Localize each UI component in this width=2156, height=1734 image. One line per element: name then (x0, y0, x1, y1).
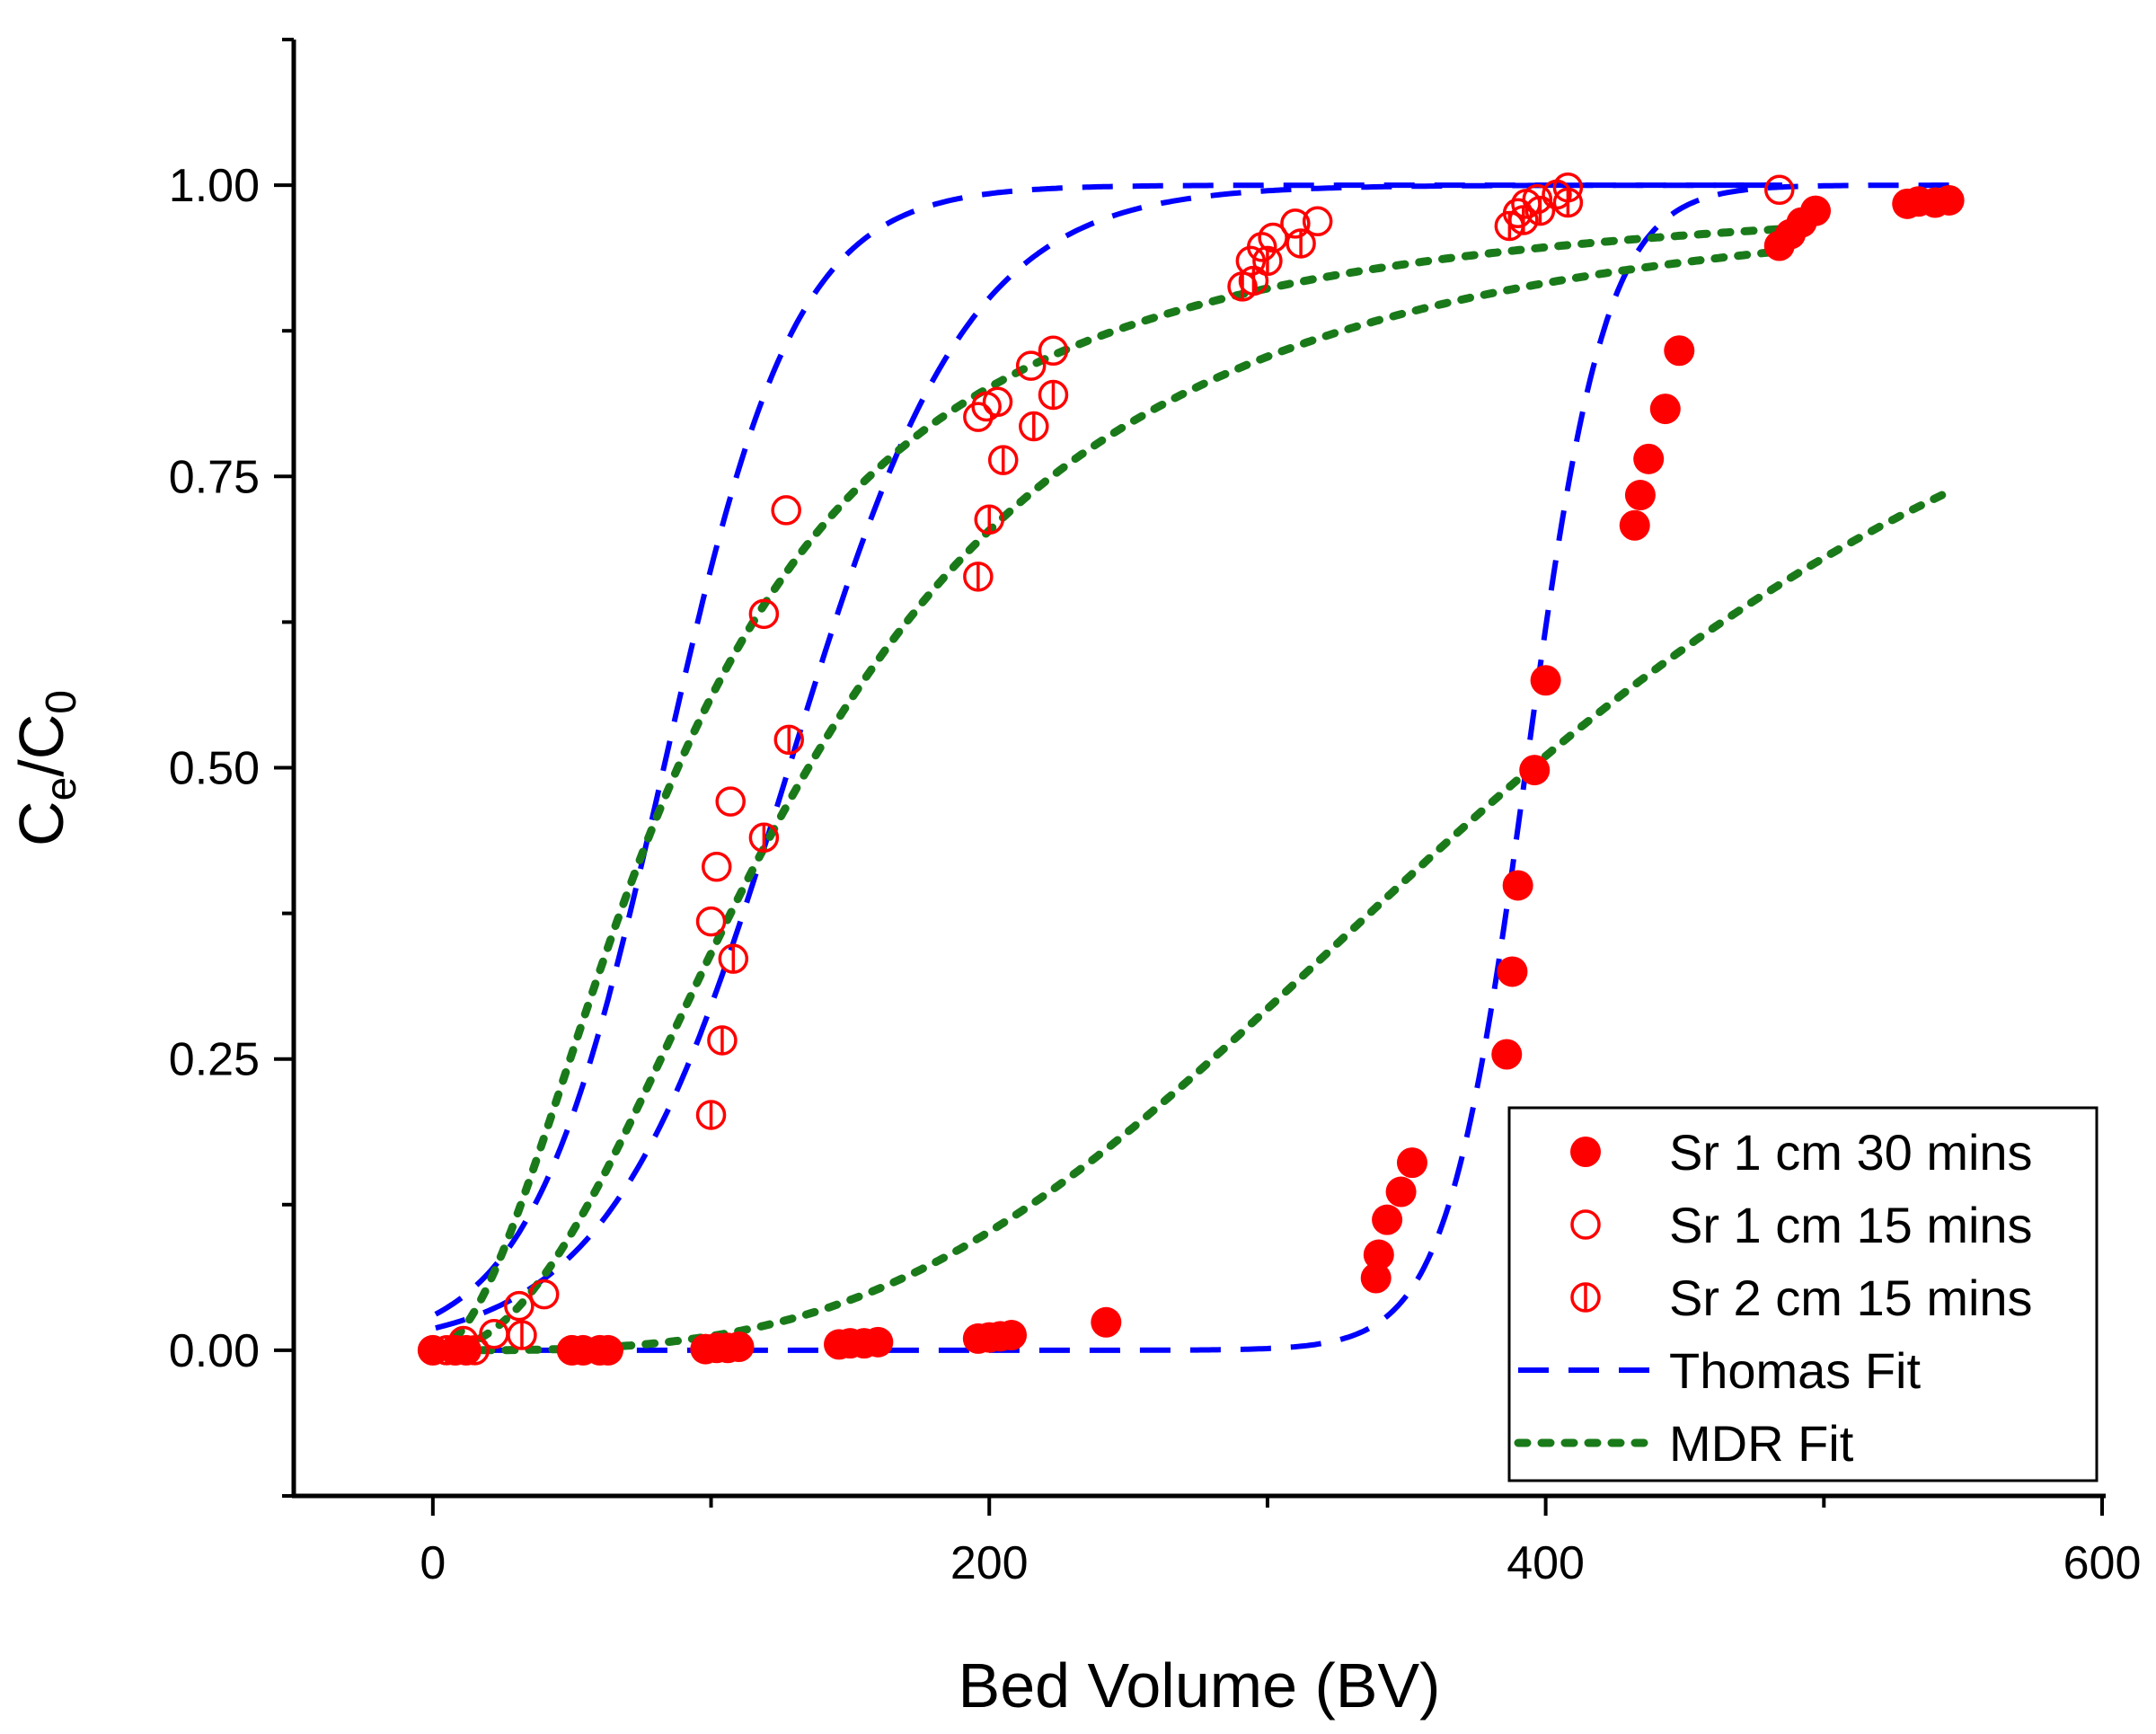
point-sr-1cm-30min (1649, 394, 1681, 425)
point-sr-1cm-15min (748, 598, 780, 630)
y-tick-label: 1.00 (169, 160, 260, 212)
point-sr-1cm-15min (1038, 335, 1069, 366)
point-sr-2cm-15min (1038, 379, 1069, 411)
point-sr-2cm-15min (707, 1025, 738, 1056)
point-sr-2cm-15min (507, 1320, 537, 1350)
legend-label-sr-1-cm-30-mins: Sr 1 cm 30 mins (1669, 1124, 2033, 1181)
point-sr-1cm-15min (771, 495, 801, 526)
fit-curves (431, 182, 1954, 1355)
point-sr-1cm-15min (1246, 232, 1277, 262)
point-sr-1cm-15min (963, 402, 994, 432)
point-sr-1cm-15min (1302, 206, 1333, 237)
y-axis-ticks: 0.00 0.25 0.50 0.75 1.00 (169, 38, 294, 1498)
point-sr-1cm-30min (1933, 184, 1965, 216)
point-sr-2cm-15min (1252, 245, 1283, 277)
point-sr-1cm-30min (1396, 1147, 1427, 1179)
point-sr-1cm-30min (451, 1334, 482, 1366)
point-sr-2cm-15min (963, 562, 994, 592)
point-sr-2cm-15min (1286, 228, 1316, 259)
point-sr-1cm-30min (862, 1326, 894, 1358)
point-sr-1cm-30min (1519, 755, 1551, 786)
legend-label-sr-1-cm-15-mins: Sr 1 cm 15 mins (1669, 1197, 2033, 1253)
mdr-fit-curve (431, 487, 1954, 1355)
point-sr-1cm-30min (417, 1334, 448, 1366)
point-sr-1cm-30min (1633, 443, 1665, 474)
point-sr-1cm-15min (528, 1278, 560, 1310)
point-sr-2cm-15min (695, 1100, 727, 1130)
point-sr-1cm-30min (1502, 870, 1533, 901)
point-sr-2cm-15min (773, 724, 805, 756)
point-sr-1cm-30min (1619, 509, 1650, 541)
y-tick-label: 0.25 (169, 1034, 260, 1086)
point-sr-1cm-30min (1491, 1039, 1523, 1070)
legend-entries: Sr 1 cm 30 mins Sr 1 cm 15 mins Sr 2 cm 15… (1514, 1124, 2033, 1472)
x-axis-title: Bed Volume (BV) (959, 1650, 1441, 1721)
thomas-fit-curve (434, 182, 1782, 1317)
point-sr-1cm-15min (1258, 222, 1288, 253)
point-sr-1cm-15min (695, 906, 727, 937)
point-sr-2cm-15min (1508, 205, 1539, 235)
legend-frame (1507, 1106, 2099, 1482)
point-sr-2cm-15min (1238, 265, 1269, 296)
x-tick-label: 600 (2063, 1537, 2142, 1589)
legend-swatch-sr-2-cm-15-mins (1570, 1282, 1601, 1313)
point-sr-1cm-30min (1624, 480, 1656, 511)
point-sr-2cm-15min (1552, 187, 1584, 218)
point-sr-2cm-15min (1019, 411, 1049, 442)
x-tick-label: 400 (1507, 1537, 1585, 1589)
point-sr-2cm-15min (718, 943, 749, 974)
x-tick-label: 200 (950, 1537, 1029, 1589)
point-sr-1cm-15min (1280, 208, 1311, 239)
point-sr-1cm-15min (1522, 183, 1553, 215)
point-sr-1cm-30min (1385, 1176, 1417, 1208)
mdr-fit-curve (431, 225, 1787, 1355)
point-sr-1cm-30min (1091, 1306, 1122, 1338)
point-sr-1cm-30min (1360, 1262, 1392, 1294)
mdr-fit-curve (431, 247, 1787, 1355)
point-sr-1cm-30min (996, 1320, 1028, 1351)
x-tick-label: 0 (420, 1537, 446, 1589)
legend-swatch-sr-1-cm-30-mins (1570, 1137, 1601, 1167)
y-tick-label: 0.75 (169, 451, 260, 503)
thomas-fit-curve (435, 182, 1782, 1331)
y-tick-label: 0.50 (169, 743, 260, 795)
point-sr-1cm-30min (1363, 1239, 1394, 1270)
point-sr-1cm-15min (1764, 174, 1795, 206)
point-sr-1cm-30min (1664, 335, 1695, 367)
legend-label-mdr-fit: MDR Fit (1669, 1415, 1854, 1472)
point-sr-1cm-15min (701, 851, 732, 882)
legend: Sr 1 cm 30 mins Sr 1 cm 15 mins Sr 2 cm 15… (1507, 1106, 2099, 1482)
point-sr-1cm-30min (1372, 1204, 1403, 1235)
point-sr-1cm-15min (504, 1290, 535, 1322)
point-sr-2cm-15min (987, 445, 1019, 475)
thomas-fit-curve (435, 182, 1949, 1353)
point-sr-1cm-30min (723, 1331, 755, 1363)
point-sr-2cm-15min (1524, 195, 1556, 226)
legend-label-sr-2-cm-15-mins: Sr 2 cm 15 mins (1669, 1270, 2033, 1326)
point-sr-2cm-15min (974, 504, 1004, 535)
point-sr-1cm-15min (982, 386, 1013, 418)
point-sr-1cm-15min (715, 786, 746, 817)
point-sr-1cm-30min (1530, 665, 1561, 696)
point-sr-1cm-30min (1497, 956, 1528, 987)
data-points (417, 172, 1965, 1366)
point-sr-1cm-30min (592, 1334, 623, 1366)
x-axis-ticks: 0 200 400 600 (420, 1496, 2141, 1589)
point-sr-1cm-15min (1015, 350, 1047, 381)
legend-label-thomas-fit: Thomas Fit (1669, 1342, 1921, 1399)
legend-swatch-sr-1-cm-15-mins (1570, 1209, 1601, 1240)
y-tick-label: 0.00 (169, 1325, 260, 1377)
point-sr-2cm-15min (748, 822, 780, 854)
point-sr-1cm-30min (1800, 195, 1832, 226)
y-axis-title: Ce/C0 (6, 690, 85, 846)
